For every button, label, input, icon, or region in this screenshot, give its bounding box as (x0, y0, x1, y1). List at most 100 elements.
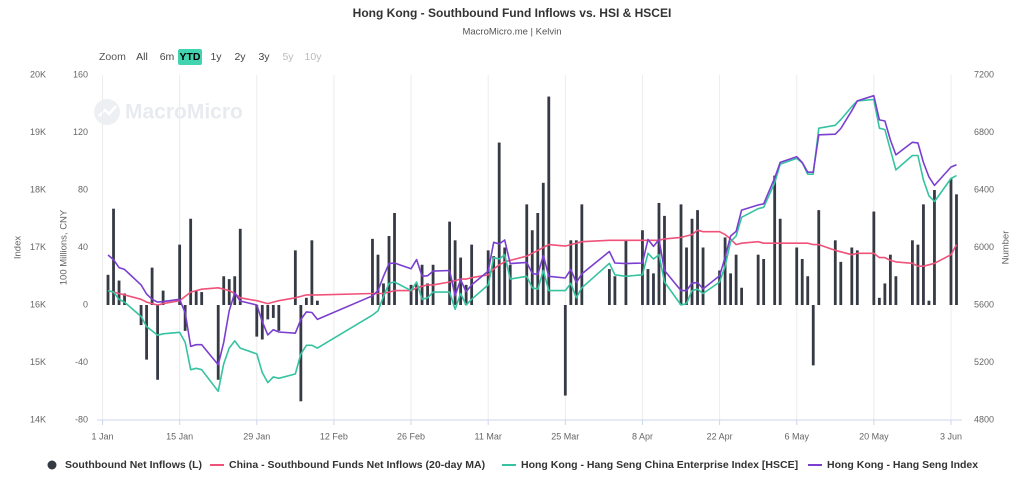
bar (894, 276, 898, 305)
bar (877, 297, 881, 305)
zoom-label: Zoom (99, 51, 126, 63)
bar (624, 240, 628, 305)
range-button-label: 6m (160, 51, 175, 63)
line (107, 94, 957, 366)
bar (503, 247, 507, 305)
legend-item[interactable]: China - Southbound Funds Net Inflows (20… (210, 459, 485, 471)
x-tick-label: 6 May (784, 431, 809, 441)
bar (580, 204, 584, 305)
y-tick-label: 6400 (974, 184, 994, 194)
bar (376, 254, 380, 305)
y-tick-label: 19K (30, 127, 46, 137)
bar (178, 244, 182, 305)
bar (778, 218, 782, 305)
x-tick-label: 8 Apr (632, 431, 653, 441)
y-tick-label: 0 (83, 299, 88, 309)
y-tick-label: 160 (73, 69, 88, 79)
y-tick-label: -80 (75, 414, 88, 424)
y-tick-label: 15K (30, 357, 46, 367)
bar (806, 276, 810, 305)
legend-label: China - Southbound Funds Net Inflows (20… (229, 459, 485, 471)
bar (426, 283, 429, 305)
bar (563, 305, 567, 396)
y-tick-label: 120 (73, 127, 88, 137)
watermark: MacroMicro (94, 99, 243, 125)
y-tick-label: 14K (30, 414, 46, 424)
bar (387, 236, 391, 305)
range-button-label: 3y (258, 51, 270, 63)
range-button: 5y (282, 51, 294, 63)
bar (371, 238, 374, 305)
range-button[interactable]: All (136, 51, 148, 63)
bar (652, 273, 655, 305)
bar (271, 305, 275, 318)
bar (293, 250, 297, 305)
legend-item[interactable]: Southbound Net Inflows (L) (47, 459, 203, 471)
bar (486, 250, 490, 305)
bar (156, 305, 160, 380)
y-axis-title: 100 Millions, CNY (59, 209, 70, 285)
bar (525, 204, 529, 305)
range-button[interactable]: 6m (160, 51, 175, 63)
watermark-logo-mark (98, 105, 117, 117)
range-button-label: 1y (210, 51, 222, 63)
bar (222, 276, 226, 305)
chart-title: Hong Kong - Southbound Fund Inflows vs. … (353, 6, 672, 20)
bar (453, 240, 457, 305)
bar (679, 204, 683, 305)
x-tick-label: 15 Jan (166, 431, 193, 441)
bar (189, 218, 193, 305)
bar (415, 283, 418, 305)
x-tick-label: 25 Mar (551, 431, 579, 441)
range-button-label: 2y (234, 51, 246, 63)
x-tick-label: 22 Apr (707, 431, 733, 441)
legend-label: Hong Kong - Hang Seng Index (827, 459, 978, 471)
range-button[interactable]: YTD (178, 49, 202, 65)
bar (233, 276, 237, 305)
y-tick-label: 4800 (974, 414, 994, 424)
bar (607, 269, 611, 305)
bar (216, 305, 220, 380)
range-button: 10y (305, 51, 323, 63)
x-tick-label: 11 Mar (475, 431, 502, 441)
bar (393, 213, 396, 305)
bar (773, 175, 777, 305)
bar (150, 267, 154, 305)
y-tick-label: 6800 (974, 127, 994, 137)
range-button-label: 5y (282, 51, 294, 63)
range-button-label: 10y (305, 51, 323, 63)
legend-label: Southbound Net Inflows (L) (65, 459, 202, 471)
bar (811, 305, 815, 366)
y-tick-label: 6000 (974, 242, 994, 252)
y-tick-label: -40 (75, 357, 88, 367)
range-button[interactable]: 1y (210, 51, 222, 63)
bar (123, 293, 126, 305)
bar (183, 305, 187, 331)
range-button[interactable]: 2y (234, 51, 246, 63)
bar (872, 211, 876, 305)
bar (574, 240, 578, 305)
watermark-text: MacroMicro (125, 101, 243, 124)
bar (541, 182, 545, 305)
bar (492, 256, 496, 305)
x-tick-label: 3 Jun (940, 431, 962, 441)
legend-item[interactable]: Hong Kong - Hang Seng Index (808, 459, 978, 471)
legend-item[interactable]: Hong Kong - Hang Seng China Enterprise I… (502, 459, 798, 471)
bar (304, 297, 308, 305)
bar (255, 305, 259, 337)
bar (139, 305, 143, 326)
bar (530, 230, 534, 305)
x-tick-label: 20 May (859, 431, 889, 441)
bar (536, 213, 540, 305)
x-tick-label: 1 Jan (91, 431, 113, 441)
range-button[interactable]: 3y (258, 51, 270, 63)
bar (194, 290, 198, 305)
bar (911, 240, 914, 305)
bar (701, 247, 705, 305)
bar (470, 244, 474, 305)
range-button-label: YTD (180, 51, 201, 63)
bar (729, 273, 732, 305)
y-tick-label: 40 (78, 242, 88, 252)
